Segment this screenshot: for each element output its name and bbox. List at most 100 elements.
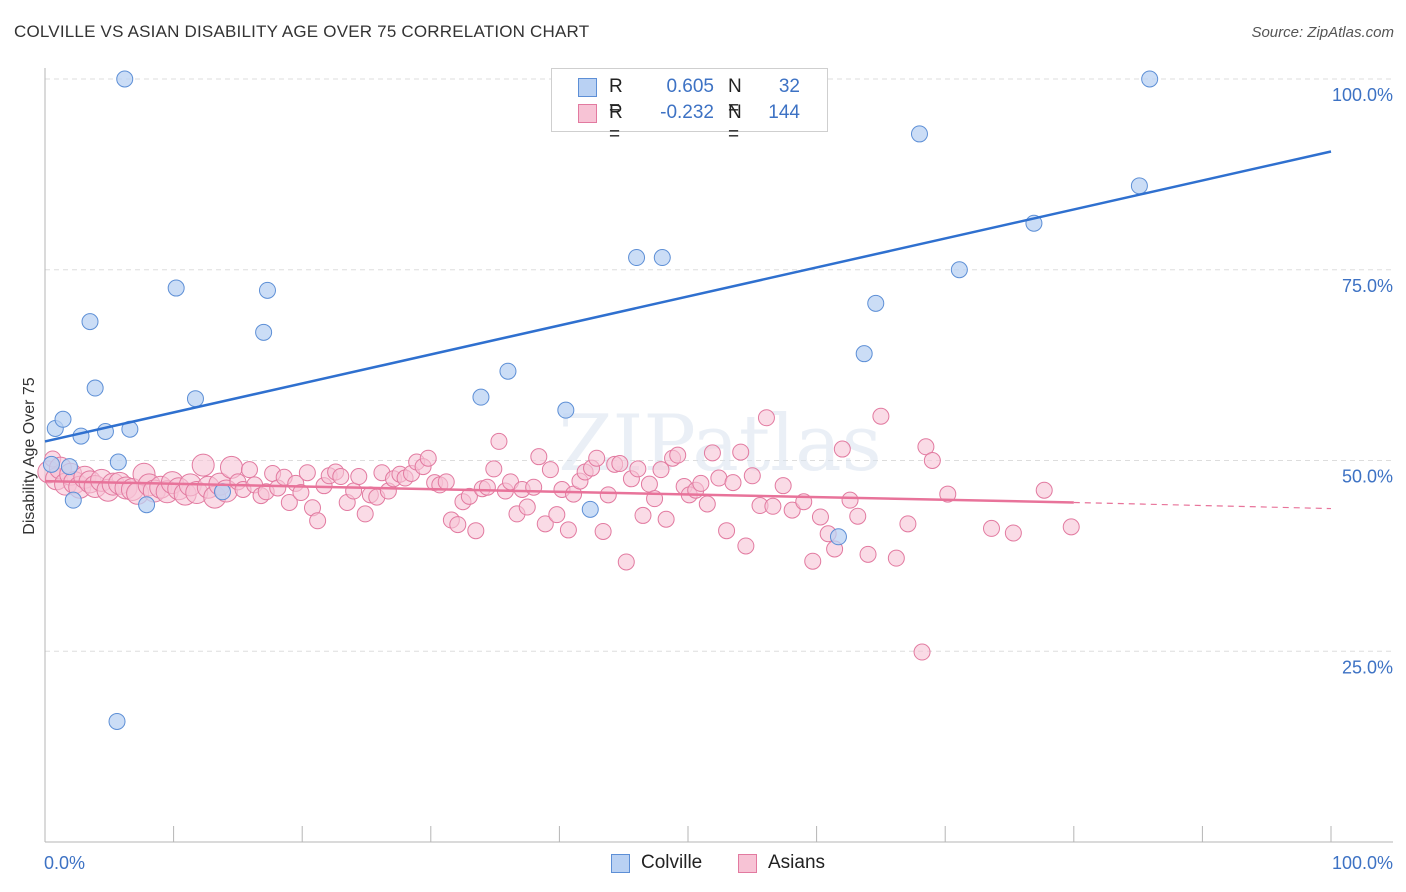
colville-point <box>867 294 885 312</box>
colville-point <box>255 323 273 341</box>
colville-point <box>138 496 156 514</box>
asians-point <box>629 460 647 478</box>
asians-point <box>191 453 215 477</box>
asians-point <box>703 444 721 462</box>
legend-n-value: 144 <box>768 102 800 123</box>
asians-point <box>732 443 750 461</box>
colville-point <box>557 401 575 419</box>
asians-point <box>692 474 710 492</box>
asians-point <box>764 497 782 515</box>
colville-point <box>910 125 928 143</box>
asians-point <box>518 498 536 516</box>
trend-lines <box>44 150 1332 510</box>
colville-point <box>54 410 72 428</box>
colville-point <box>472 388 490 406</box>
asians-trend-extension <box>1073 501 1332 510</box>
colville-point <box>42 455 60 473</box>
asians-point <box>710 469 728 487</box>
asians-point <box>640 475 658 493</box>
asians-point <box>345 482 363 500</box>
asians-point <box>923 452 941 469</box>
asians-point <box>841 491 859 509</box>
asians-point <box>669 446 687 464</box>
axes <box>44 68 1393 843</box>
asians-point <box>757 409 775 427</box>
asians-point <box>913 643 931 661</box>
asians-point <box>240 461 258 479</box>
colville-point <box>60 458 78 476</box>
asians-point <box>478 478 496 496</box>
asians-point <box>449 516 467 534</box>
colville-point <box>258 281 276 299</box>
asians-point <box>783 501 801 519</box>
asians-point <box>652 461 670 479</box>
asians-point <box>657 510 675 528</box>
legend-r-label: R = <box>609 76 623 119</box>
asians-point <box>536 515 554 533</box>
colville-point <box>653 249 671 267</box>
asians-point <box>833 440 851 458</box>
asians-point <box>460 487 478 505</box>
y-tick-label: 100.0% <box>1332 85 1393 105</box>
asians-point <box>611 455 629 473</box>
colville-point <box>72 427 90 445</box>
colville-trend-line <box>44 150 1332 443</box>
y-tick-label: 50.0% <box>1342 467 1393 487</box>
colville-points <box>42 70 1159 730</box>
legend-label-colville: Colville <box>641 852 703 873</box>
asians-point <box>485 460 503 478</box>
asians-point <box>1035 481 1053 499</box>
colville-point <box>167 279 185 297</box>
colville-swatch <box>578 78 597 97</box>
chart-title: COLVILLE VS ASIAN DISABILITY AGE OVER 75… <box>14 22 590 41</box>
legend-label-asians: Asians <box>768 852 826 873</box>
asians-point <box>356 505 374 523</box>
asians-point <box>298 464 316 482</box>
colville-point <box>81 313 99 331</box>
asians-point <box>887 549 905 567</box>
asians-point <box>467 522 485 540</box>
asians-trend-line <box>44 479 1074 504</box>
gridlines <box>45 78 1393 652</box>
legend-r-value: -0.232 <box>660 102 714 123</box>
colville-point <box>108 712 126 730</box>
asians-point <box>419 449 437 467</box>
asians-point <box>743 467 761 485</box>
asians-point <box>599 486 617 504</box>
legend-r-value: 0.605 <box>666 76 714 97</box>
asians-point <box>737 537 755 555</box>
asians-point <box>872 407 890 425</box>
colville-point <box>109 453 127 471</box>
asians-point <box>490 432 508 450</box>
asians-point <box>774 477 792 495</box>
asians-point <box>724 474 742 492</box>
asians-point <box>617 553 635 571</box>
colville-point <box>855 345 873 363</box>
asians-point <box>594 522 612 540</box>
colville-point <box>628 249 646 267</box>
asians-point <box>350 468 368 486</box>
asians-point <box>1004 524 1022 542</box>
asians-point <box>811 508 829 526</box>
asians-swatch <box>578 104 597 123</box>
asians-point <box>588 449 606 467</box>
x-tick-label: 0.0% <box>44 853 85 873</box>
asians-point <box>917 438 935 456</box>
asians-point <box>437 473 455 491</box>
legend-n-label: N = <box>728 102 742 145</box>
asians-point <box>718 522 736 540</box>
colville-point <box>1141 70 1159 88</box>
colville-swatch <box>611 854 630 873</box>
asians-point <box>804 552 822 570</box>
asians-point <box>899 515 917 533</box>
series-legend: Colville Asians <box>0 851 1406 877</box>
colville-point <box>64 491 82 509</box>
asians-point <box>859 545 877 563</box>
asians-point <box>982 519 1000 537</box>
asians-point <box>541 461 559 479</box>
stats-legend: R = 0.605 N = 32 R = -0.232 N = 144 <box>551 68 828 145</box>
colville-point <box>116 70 134 88</box>
asians-point <box>309 512 327 530</box>
asians-point <box>292 484 310 502</box>
